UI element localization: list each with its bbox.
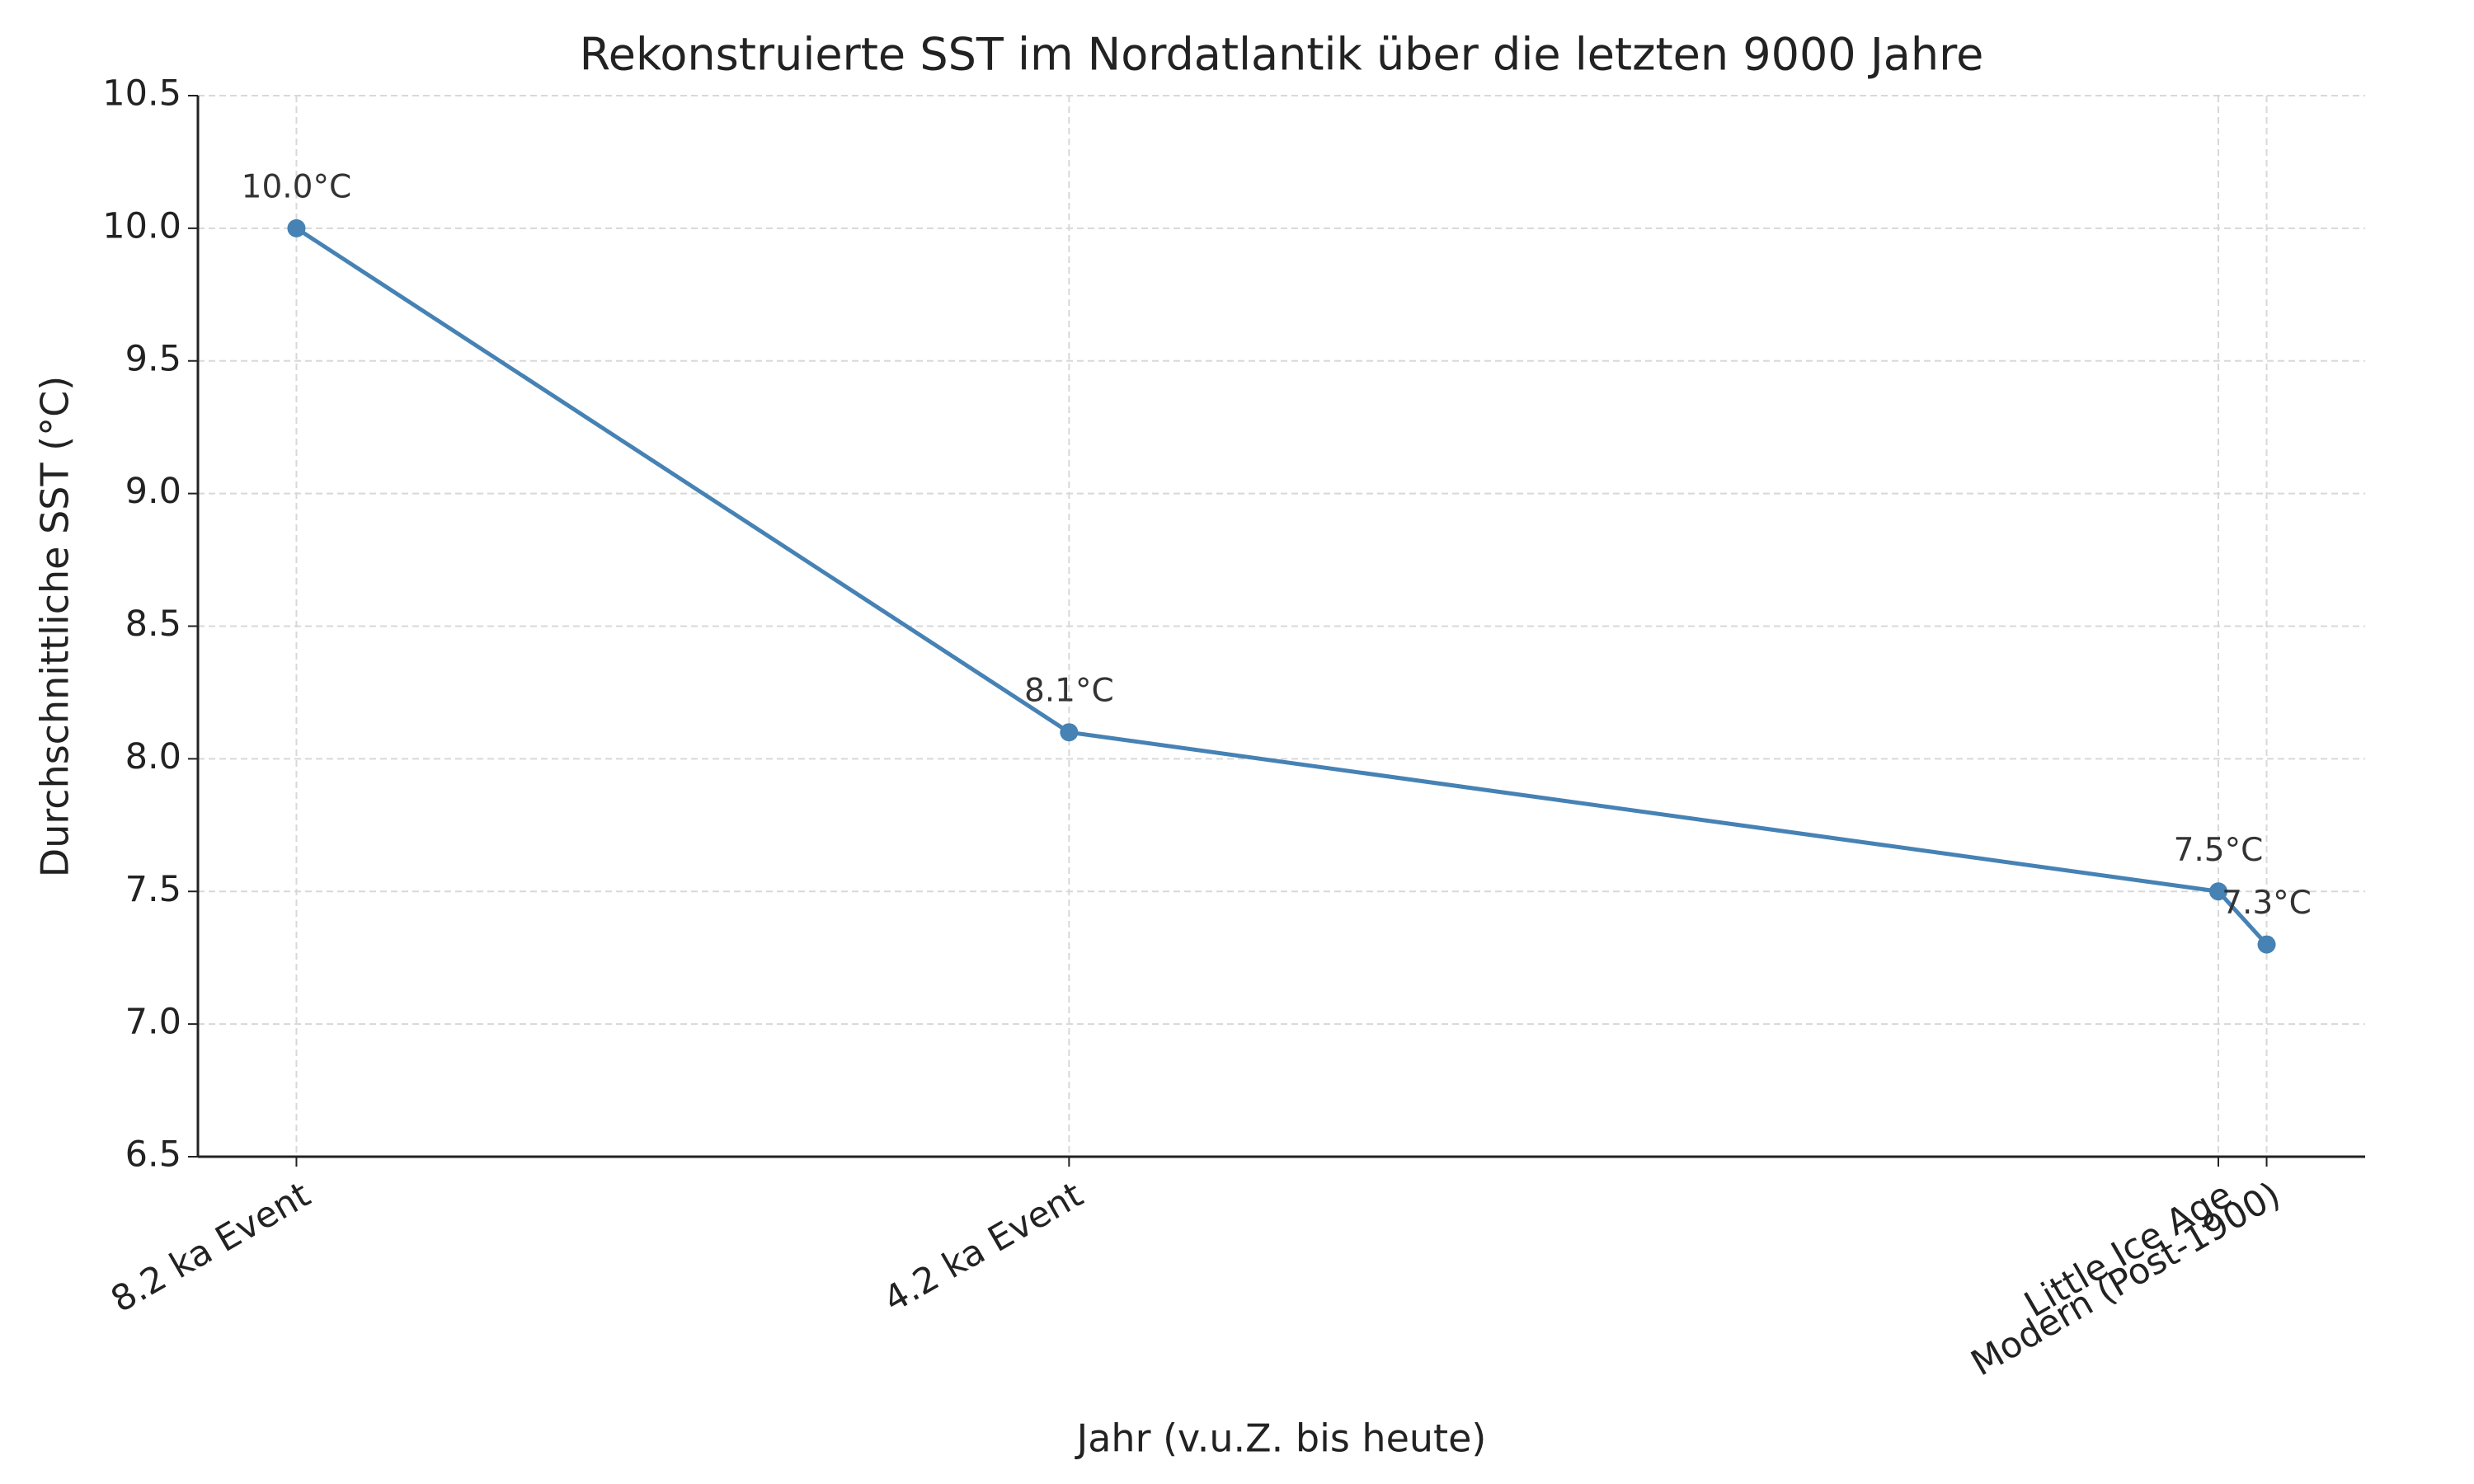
value-label: 10.0°C — [242, 168, 352, 205]
x-axis-label: Jahr (v.u.Z. bis heute) — [1075, 1416, 1487, 1461]
y-tick-label: 8.0 — [125, 736, 181, 777]
x-tick-label: Modern (Post-1900) — [1964, 1174, 2288, 1384]
value-label: 7.3°C — [2222, 885, 2312, 922]
value-label: 8.1°C — [1024, 673, 1114, 710]
y-tick-label: 7.5 — [125, 869, 181, 910]
marker — [287, 218, 306, 237]
y-tick-label: 10.0 — [102, 205, 181, 247]
marker — [2257, 935, 2276, 954]
x-tick-label: 8.2 ka Event — [104, 1174, 317, 1321]
chart-title: Rekonstruierte SST im Nordatlantik über … — [580, 29, 1984, 81]
x-tick-label: 4.2 ka Event — [877, 1174, 1089, 1321]
y-tick-label: 7.0 — [125, 1002, 181, 1043]
marker — [1060, 723, 1079, 742]
marker — [2208, 882, 2227, 901]
y-tick-label: 6.5 — [125, 1134, 181, 1176]
y-tick-label: 10.5 — [102, 73, 181, 115]
value-label: 7.5°C — [2174, 832, 2264, 869]
y-tick-label: 8.5 — [125, 603, 181, 645]
y-tick-label: 9.5 — [125, 338, 181, 379]
y-tick-label: 9.0 — [125, 471, 181, 512]
line — [295, 226, 2269, 946]
y-axis-label: Durchschnittliche SST (°C) — [33, 376, 78, 877]
